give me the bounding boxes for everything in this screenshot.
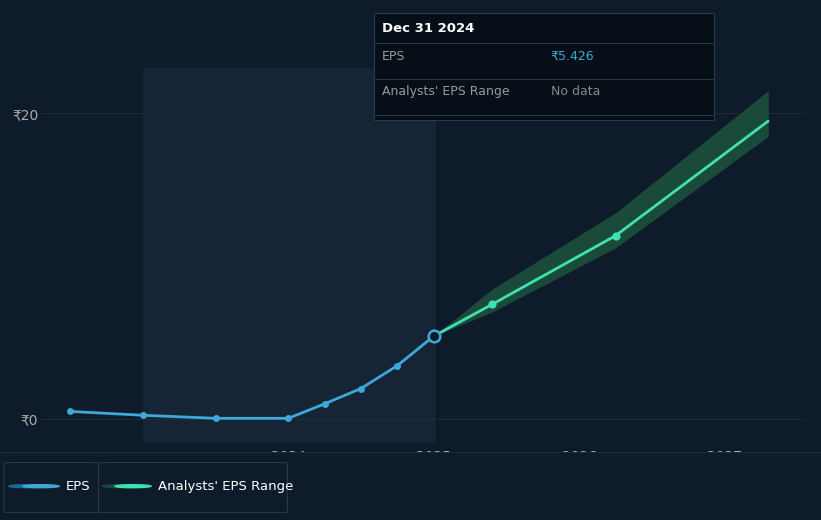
Circle shape <box>103 485 139 488</box>
Text: Actual: Actual <box>383 90 426 105</box>
Text: No data: No data <box>551 85 600 98</box>
Point <box>209 414 222 422</box>
Point <box>318 400 331 408</box>
Point <box>391 361 404 370</box>
Text: Analysts' EPS Range: Analysts' EPS Range <box>382 85 510 98</box>
Point <box>427 332 440 340</box>
Text: EPS: EPS <box>382 50 406 63</box>
Bar <box>143 68 433 442</box>
Point <box>63 407 76 415</box>
Point <box>282 414 295 422</box>
Circle shape <box>23 485 59 488</box>
Point <box>609 231 622 240</box>
Text: ₹5.426: ₹5.426 <box>551 50 594 63</box>
FancyBboxPatch shape <box>99 463 287 513</box>
Text: Dec 31 2024: Dec 31 2024 <box>382 21 475 34</box>
Text: Analysts Forecasts: Analysts Forecasts <box>441 90 570 105</box>
Text: Analysts' EPS Range: Analysts' EPS Range <box>158 479 294 493</box>
Circle shape <box>115 485 151 488</box>
FancyBboxPatch shape <box>4 463 99 513</box>
Text: EPS: EPS <box>66 479 90 493</box>
Circle shape <box>9 485 45 488</box>
Point <box>136 411 149 420</box>
Point <box>485 301 498 309</box>
Point <box>355 384 368 393</box>
